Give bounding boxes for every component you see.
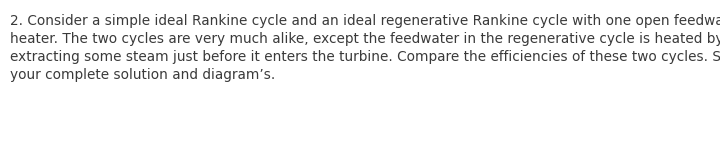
Text: your complete solution and diagram’s.: your complete solution and diagram’s. xyxy=(10,68,275,82)
Text: extracting some steam just before it enters the turbine. Compare the efficiencie: extracting some steam just before it ent… xyxy=(10,50,720,64)
Text: heater. The two cycles are very much alike, except the feedwater in the regenera: heater. The two cycles are very much ali… xyxy=(10,32,720,46)
Text: 2. Consider a simple ideal Rankine cycle and an ideal regenerative Rankine cycle: 2. Consider a simple ideal Rankine cycle… xyxy=(10,14,720,28)
